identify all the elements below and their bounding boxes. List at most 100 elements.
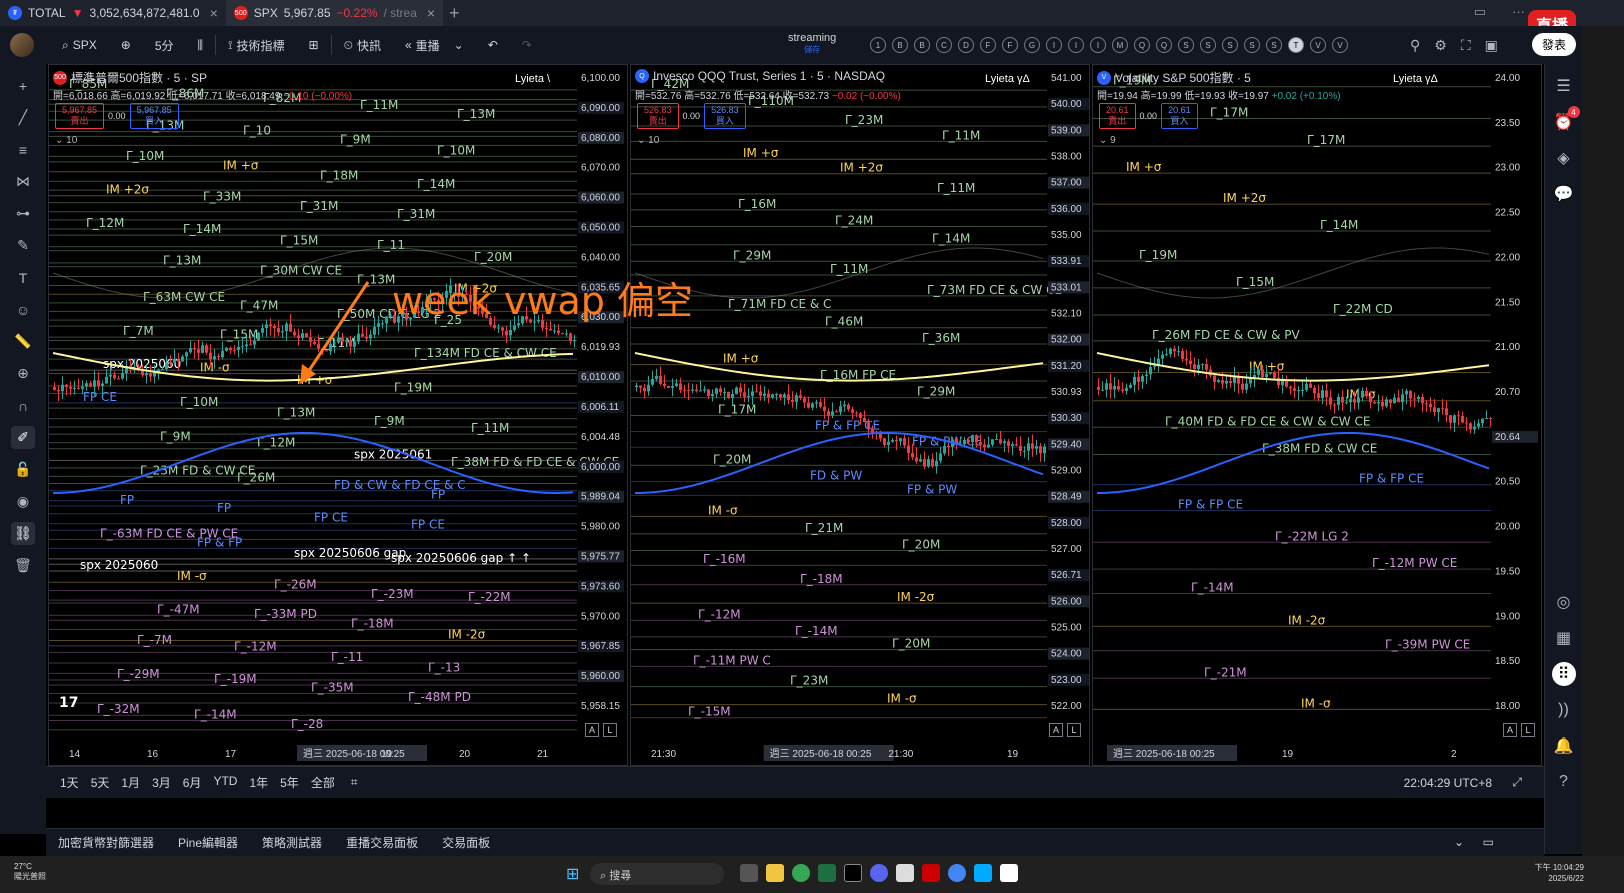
panel-tab[interactable]: 策略測試器	[262, 836, 323, 850]
symbol-search[interactable]: ⌕ SPX	[50, 26, 109, 64]
alerts-icon[interactable]: ⏰ 4	[1552, 106, 1580, 134]
trash-icon[interactable]: 🗑	[14, 557, 32, 573]
symbol-chip[interactable]: D	[958, 37, 974, 53]
zoom-icon[interactable]: ⊕	[17, 365, 29, 381]
taskview-icon[interactable]	[740, 864, 758, 882]
calendar-icon[interactable]: ▦	[1555, 630, 1572, 647]
more-icon[interactable]: ···	[1512, 4, 1525, 19]
text-icon[interactable]: T	[18, 269, 28, 286]
alert-button[interactable]: ⏲ 快訊	[332, 26, 393, 64]
timeframe-button[interactable]: 6月	[182, 776, 202, 790]
signal-icon[interactable]: ))	[1558, 701, 1569, 718]
buy-button[interactable]: 526.83 買入	[704, 103, 746, 129]
chevron-down-icon[interactable]: ⌄	[1453, 835, 1464, 849]
replay-button[interactable]: « 重播 ⌄	[393, 26, 476, 64]
symbol-chip[interactable]: T	[1288, 37, 1304, 53]
app-icon[interactable]	[896, 864, 914, 882]
eye-icon[interactable]: ◉	[16, 493, 30, 509]
indicator-toggle[interactable]: ⌄ 10	[55, 135, 78, 146]
symbol-chip[interactable]: I	[1046, 37, 1062, 53]
app-icon[interactable]	[974, 864, 992, 882]
buy-button[interactable]: 5,967.85 買入	[129, 103, 179, 129]
gear-icon[interactable]: ⚙	[1434, 37, 1447, 53]
pencil-lock-icon[interactable]: ✐	[11, 426, 35, 449]
target-icon[interactable]: ◎	[1556, 594, 1571, 611]
chart-pane-vix[interactable]: Γ_19M Γ_17M Γ_17M IM +σ IM +2σ Γ_14M Γ_19M Γ_15…	[1092, 64, 1542, 766]
chat-icon[interactable]: 💬	[1553, 186, 1574, 203]
layout-button[interactable]: ⊞	[297, 26, 331, 64]
interval-button[interactable]: 5分	[154, 38, 174, 53]
chart-type-button[interactable]: ⫼	[186, 26, 216, 64]
log-button[interactable]: L	[1521, 723, 1535, 737]
indicators-button[interactable]: ⟟ 技術指標	[216, 26, 296, 64]
symbol-chip[interactable]: I	[1068, 37, 1084, 53]
tab-total[interactable]: ₮ TOTAL ▼ 3,052,634,872,481.0 ×	[0, 0, 226, 26]
trendline-icon[interactable]: ╱	[18, 109, 28, 125]
forecast-icon[interactable]: ⊶	[16, 205, 30, 221]
brush-icon[interactable]: ✎	[17, 237, 29, 253]
timeframe-button[interactable]: 5年	[280, 776, 299, 790]
symbol-chip[interactable]: 1	[870, 37, 886, 53]
tradingview-app-icon[interactable]	[844, 864, 862, 882]
layers-icon[interactable]: ◈	[1557, 150, 1570, 167]
panel-tab[interactable]: Pine編輯器	[178, 836, 239, 850]
timeframe-button[interactable]: 1月	[121, 776, 141, 790]
buy-button[interactable]: 20.61 買入	[1161, 103, 1198, 129]
bell-icon[interactable]: 🔔	[1553, 738, 1574, 755]
symbol-chip[interactable]: S	[1222, 37, 1238, 53]
symbol-chip[interactable]: M	[1112, 37, 1128, 53]
magnet-icon[interactable]: ∩	[17, 397, 29, 414]
symbol-chip[interactable]: Q	[1134, 37, 1150, 53]
timeframe-button[interactable]: 3月	[152, 776, 171, 790]
timeframe-button[interactable]: 全部	[310, 776, 335, 790]
sell-button[interactable]: 526.83 賣出	[637, 103, 679, 129]
emoji-icon[interactable]: ☺	[15, 301, 31, 318]
indicator-toggle[interactable]: ⌄ 9	[1099, 135, 1116, 146]
screen-icon[interactable]: ▭	[1473, 4, 1486, 19]
expand-icon[interactable]: ⤢	[1512, 775, 1522, 789]
windows-start-icon[interactable]: ⊞	[566, 866, 580, 883]
explorer-icon[interactable]	[766, 864, 784, 882]
log-button[interactable]: L	[1067, 723, 1081, 737]
symbol-chip[interactable]: S	[1266, 37, 1282, 53]
compare-button[interactable]: ⊕	[109, 26, 143, 64]
symbol-chip[interactable]: G	[1024, 37, 1040, 53]
avatar[interactable]	[10, 33, 34, 57]
indicator-toggle[interactable]: ⌄ 10	[637, 135, 660, 146]
sell-button[interactable]: 20.61 賣出	[1099, 103, 1136, 129]
vix-chart-canvas[interactable]: Γ_19M Γ_17M Γ_17M IM +σ IM +2σ Γ_14M Γ_19M Γ_15…	[1093, 65, 1542, 766]
layout-name[interactable]: streaming 儲存	[788, 32, 836, 55]
symbol-chip[interactable]: S	[1244, 37, 1260, 53]
timeframe-button[interactable]: YTD	[213, 774, 238, 788]
magic-icon[interactable]: ⚲	[1410, 37, 1421, 53]
symbol-chip[interactable]: F	[980, 37, 996, 53]
publish-button[interactable]: 發表	[1531, 33, 1576, 56]
qqq-chart-canvas[interactable]: Γ_42M Γ_110M Γ_23M Γ_11M IM +σ IM +2σ Γ_11M Γ_1…	[631, 65, 1090, 766]
symbol-chip[interactable]: Q	[1156, 37, 1172, 53]
spx-chart-canvas[interactable]: Γ_85M Γ_86M Γ_82M Γ_11M Γ_13M Γ_13M Γ_10 Γ_9M Γ_…	[49, 65, 628, 766]
auto-button[interactable]: A	[1049, 723, 1063, 737]
lock-icon[interactable]: 🔓	[14, 461, 32, 477]
excel-icon[interactable]	[818, 864, 836, 882]
pattern-icon[interactable]: ⋈	[16, 173, 30, 189]
symbol-chip[interactable]: S	[1200, 37, 1216, 53]
ruler-icon[interactable]: 📏	[14, 333, 32, 349]
symbol-chip[interactable]: S	[1178, 37, 1194, 53]
timeframe-button[interactable]: 1天	[60, 776, 79, 790]
fullscreen-icon[interactable]: ⛶	[1460, 37, 1471, 53]
chart-pane-spx[interactable]: Γ_85M Γ_86M Γ_82M Γ_11M Γ_13M Γ_13M Γ_10 Γ_9M Γ_…	[48, 64, 628, 766]
camera-icon[interactable]: ▣	[1484, 37, 1498, 53]
panel-tab[interactable]: 加密貨幣對篩選器	[58, 836, 155, 850]
symbol-chip[interactable]: F	[1002, 37, 1018, 53]
fib-icon[interactable]: ≡	[18, 141, 28, 158]
symbol-chip[interactable]: V	[1332, 37, 1348, 53]
log-button[interactable]: L	[603, 723, 617, 737]
auto-button[interactable]: A	[585, 723, 599, 737]
auto-button[interactable]: A	[1503, 723, 1517, 737]
app-icon[interactable]	[1000, 864, 1018, 882]
chart-pane-qqq[interactable]: Γ_42M Γ_110M Γ_23M Γ_11M IM +σ IM +2σ Γ_11M Γ_1…	[630, 64, 1090, 766]
link-icon[interactable]: ⛓	[11, 522, 35, 545]
new-tab-icon[interactable]: +	[449, 2, 460, 23]
clock[interactable]: 22:04:29 UTC+8	[1403, 776, 1492, 790]
undo-button[interactable]: ↶	[476, 26, 510, 64]
